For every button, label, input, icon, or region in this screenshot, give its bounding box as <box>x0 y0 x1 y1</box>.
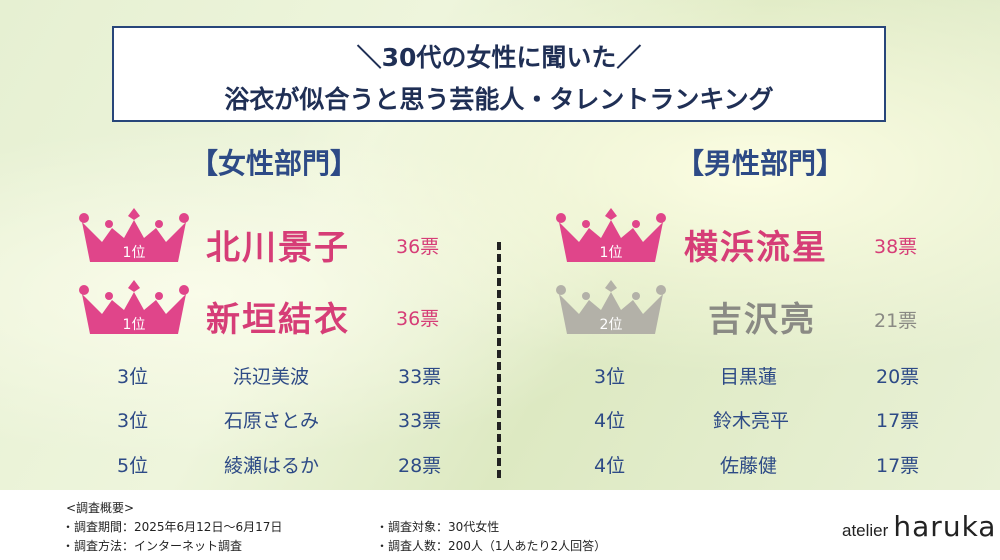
title-line-1: ＼30代の女性に聞いた／ <box>356 43 642 72</box>
female-rank: 3位 <box>117 410 149 432</box>
male-votes: 17票 <box>876 410 920 432</box>
male-name: 鈴木亮平 <box>713 410 790 432</box>
survey-period: ・調査期間：2025年6月12日～6月17日 <box>62 520 283 534</box>
gold-crown-icon: 1位 <box>78 280 190 340</box>
footer <box>0 490 1000 560</box>
silver-crown-icon: 2位 <box>555 280 667 340</box>
gold-crown-icon: 1位 <box>78 208 190 268</box>
male-name: 佐藤健 <box>720 455 778 477</box>
column-divider <box>497 242 501 478</box>
female-votes: 28票 <box>398 455 442 477</box>
survey-heading: <調査概要> <box>66 501 135 515</box>
rank-label: 1位 <box>122 245 146 261</box>
survey-target: ・調査対象：30代女性 <box>376 520 500 534</box>
female-votes: 33票 <box>398 410 442 432</box>
female-top-votes: 36票 <box>396 236 440 258</box>
male-votes: 20票 <box>876 366 920 388</box>
female-rank: 5位 <box>117 455 149 477</box>
rank-label: 2位 <box>599 317 623 333</box>
male-section-header: 【男性部門】 <box>676 147 845 180</box>
brand-logo: atelier haruka <box>842 510 996 543</box>
title-box: ＼30代の女性に聞いた／ 浴衣が似合うと思う芸能人・タレントランキング <box>112 26 886 122</box>
logo-prefix: atelier <box>842 521 889 540</box>
male-name: 目黒蓮 <box>720 366 778 388</box>
female-section-header: 【女性部門】 <box>190 147 359 180</box>
survey-method: ・調査方法：インターネット調査 <box>62 539 243 553</box>
female-votes: 33票 <box>398 366 442 388</box>
male-top-name: 横浜流星 <box>684 228 828 268</box>
male-rank: 4位 <box>594 410 626 432</box>
male-rank: 4位 <box>594 455 626 477</box>
female-top-name: 北川景子 <box>206 228 350 268</box>
female-top-votes: 36票 <box>396 308 440 330</box>
male-top-votes: 38票 <box>874 236 918 258</box>
logo-main: haruka <box>893 510 997 543</box>
survey-count: ・調査人数：200人（1人あたり2人回答） <box>376 539 607 553</box>
male-top-votes: 21票 <box>874 310 918 332</box>
male-rank: 3位 <box>594 366 626 388</box>
title-line-2: 浴衣が似合うと思う芸能人・タレントランキング <box>224 85 774 114</box>
female-rank: 3位 <box>117 366 149 388</box>
female-top-name: 新垣結衣 <box>206 300 350 340</box>
rank-label: 1位 <box>122 317 146 333</box>
gold-crown-icon: 1位 <box>555 208 667 268</box>
female-name: 綾瀬はるか <box>224 455 320 477</box>
female-name: 石原さとみ <box>224 410 320 432</box>
male-top-name: 吉沢亮 <box>708 300 816 340</box>
female-name: 浜辺美波 <box>233 366 310 388</box>
male-votes: 17票 <box>876 455 920 477</box>
rank-label: 1位 <box>599 245 623 261</box>
